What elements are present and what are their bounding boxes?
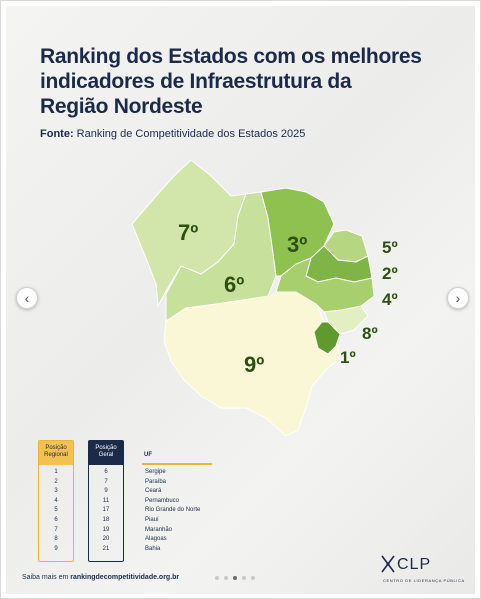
map-label-bahia: 9º: [244, 352, 265, 377]
carousel-indicator: [215, 576, 255, 580]
state-bahia-north: [256, 292, 322, 348]
table-cell: 19: [102, 526, 110, 533]
geral-values: 6 7 9 11 17 18 19 20 21: [88, 468, 124, 554]
carousel-dot[interactable]: [242, 576, 246, 580]
geral-header: Posição Geral: [89, 441, 123, 465]
table-cell: 9: [54, 545, 58, 552]
carousel-dot[interactable]: [215, 576, 219, 580]
page-title: Ranking dos Estados com os melhores indi…: [40, 44, 440, 119]
regional-values: 1 2 3 4 5 6 7 8 9: [38, 468, 74, 554]
uf-header: UF: [144, 452, 152, 458]
table-cell: 6: [104, 469, 108, 475]
table-cell: Paraíba: [145, 478, 167, 485]
regional-header: Posição Regional: [39, 441, 73, 465]
clp-logo: CLP CENTRO DE LIDERANÇA PÚBLICA: [379, 554, 469, 588]
uf-divider: [142, 463, 212, 465]
northeast-map: 7º 6º 3º 5º 2º 4º 8º 1º 9º: [6, 146, 475, 437]
map-label-rn: 5º: [382, 238, 398, 257]
table-cell: 20: [102, 536, 110, 543]
uf-values: Sergipe Paraíba Ceará Pernambuco Rio Gra…: [145, 468, 235, 554]
regional-column: Posição Regional: [38, 440, 74, 562]
carousel-dot[interactable]: [224, 576, 228, 580]
table-cell: 2: [54, 478, 58, 485]
map-label-piaui: 6º: [224, 272, 245, 297]
clp-mark-icon: [381, 555, 395, 573]
title-line-1: Ranking dos Estados com os melhores: [40, 45, 422, 68]
table-cell: Ceará: [145, 488, 162, 495]
table-cell: Piauí: [145, 516, 159, 523]
table-cell: Rio Grande do Norte: [145, 507, 201, 514]
carousel-dot[interactable]: [251, 576, 255, 580]
table-cell: 4: [54, 497, 58, 504]
source-text: Ranking de Competitividade dos Estados 2…: [76, 128, 306, 140]
footer-link[interactable]: rankingdecompetitividade.org.br: [70, 574, 180, 581]
logo-name: CLP: [397, 556, 432, 573]
source-line: Fonte: Ranking de Competitividade dos Es…: [40, 128, 305, 140]
chevron-right-icon: ›: [455, 290, 461, 306]
table-cell: 8: [54, 536, 58, 543]
table-cell: 3: [54, 488, 58, 495]
footer-text: Saiba mais em rankingdecompetitividade.o…: [22, 574, 179, 581]
table-cell: 1: [54, 469, 58, 475]
table-cell: 7: [104, 478, 108, 485]
title-line-2: indicadores de Infraestrutura da: [40, 70, 352, 93]
carousel-dot[interactable]: [233, 576, 237, 580]
title-line-3: Região Nordeste: [40, 95, 203, 118]
map-label-pernambuco: 4º: [382, 290, 398, 309]
map-label-paraiba: 2º: [382, 264, 398, 283]
footer-prefix: Saiba mais em: [22, 574, 69, 581]
table-cell: 21: [102, 545, 110, 552]
map-label-maranhao: 7º: [178, 220, 199, 245]
map-label-alagoas: 8º: [362, 324, 378, 343]
table-cell: 18: [102, 516, 110, 523]
map-label-sergipe: 1º: [340, 348, 356, 367]
table-cell: 7: [54, 526, 58, 533]
infographic-card: Ranking dos Estados com os melhores indi…: [6, 6, 475, 594]
table-cell: 11: [102, 497, 110, 504]
table-cell: Pernambuco: [145, 497, 180, 504]
geral-column: Posição Geral: [88, 440, 124, 562]
table-cell: Maranhão: [145, 526, 173, 533]
source-label: Fonte:: [40, 128, 74, 140]
logo-subtitle: CENTRO DE LIDERANÇA PÚBLICA: [383, 578, 465, 583]
table-cell: 9: [104, 488, 108, 495]
chevron-left-icon: ‹: [24, 290, 30, 306]
map-svg: [131, 159, 375, 437]
table-cell: 5: [54, 507, 58, 514]
carousel-prev-button[interactable]: ‹: [16, 287, 38, 309]
table-cell: Alagoas: [145, 536, 167, 543]
table-cell: Bahia: [145, 545, 161, 552]
table-cell: Sergipe: [145, 469, 166, 475]
table-cell: 6: [54, 516, 58, 523]
map-label-ceara: 3º: [287, 232, 308, 257]
table-cell: 17: [102, 507, 110, 514]
ranking-table: Posição Regional Posição Geral UF 1 2 3 …: [34, 436, 224, 566]
carousel-next-button[interactable]: ›: [447, 287, 469, 309]
